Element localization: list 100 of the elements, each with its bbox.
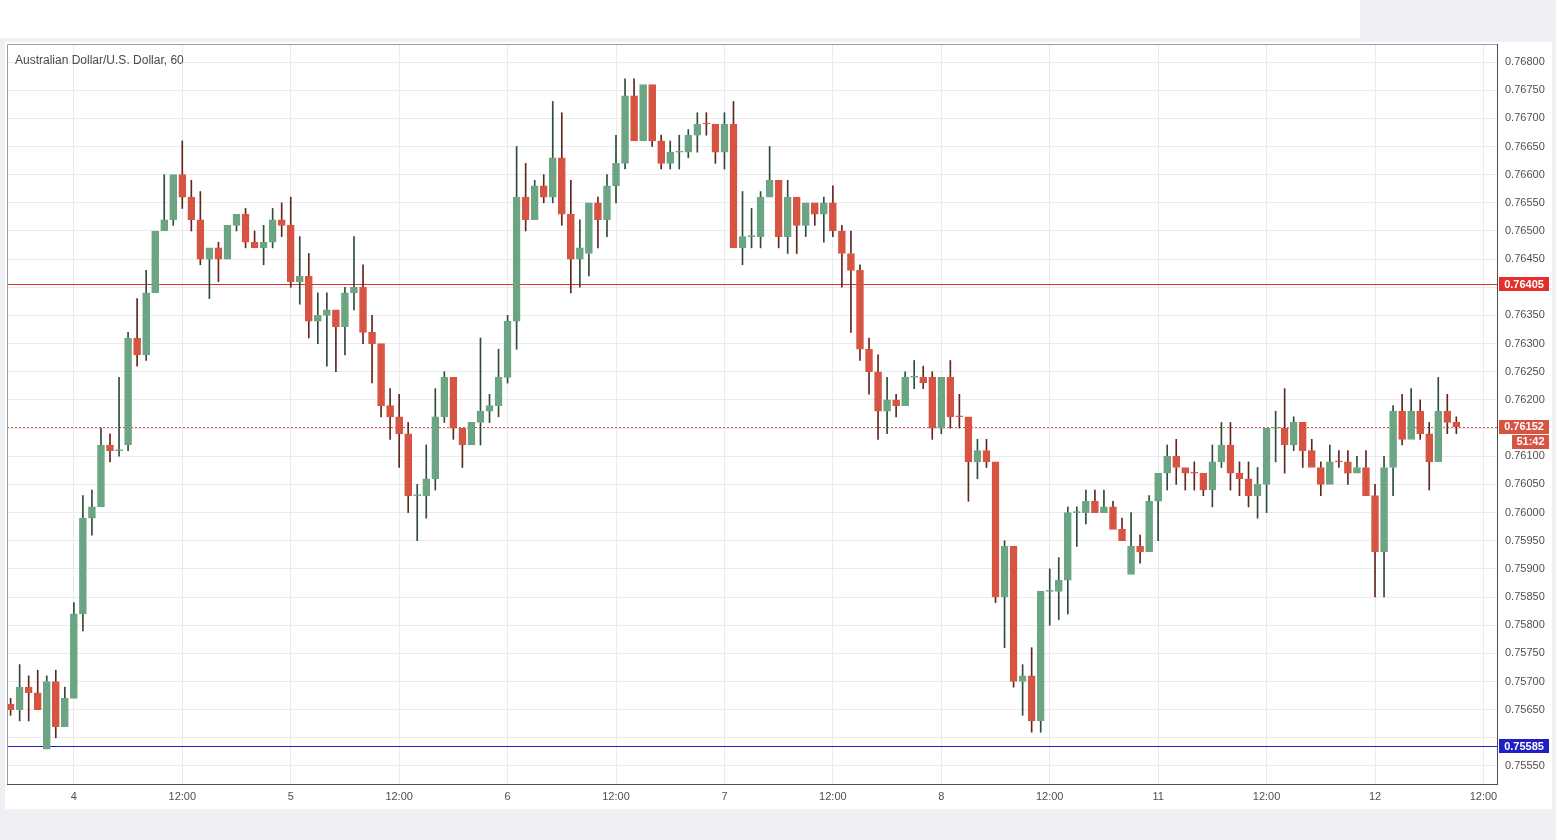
y-tick-label: 0.76500 (1505, 224, 1545, 236)
candlestick (1118, 517, 1126, 542)
y-tick-label: 0.76450 (1505, 252, 1545, 265)
candlestick (42, 675, 51, 750)
candlestick (106, 433, 114, 463)
candlestick (810, 202, 819, 226)
candlestick (901, 371, 909, 406)
candlestick (639, 84, 647, 142)
candlestick (892, 393, 900, 418)
candlestick (277, 202, 286, 237)
y-tick-label: 0.76250 (1505, 364, 1545, 377)
candlestick (1100, 489, 1108, 513)
y-tick-label: 0.76800 (1505, 55, 1545, 68)
y-tick-label: 0.75750 (1505, 646, 1545, 659)
candlestick (883, 377, 891, 435)
candlestick (1054, 557, 1063, 620)
x-tick-label: 4 (70, 789, 77, 802)
candlestick (1434, 377, 1443, 463)
candlestick (1371, 484, 1379, 598)
candlestick (919, 365, 928, 389)
candlestick (585, 202, 593, 277)
candlestick (295, 236, 304, 305)
y-tick-label: 0.75800 (1505, 618, 1545, 631)
candlestick (422, 444, 431, 519)
candlestick (1082, 489, 1090, 525)
y-tick-label: 0.76350 (1505, 308, 1545, 321)
candlestick (666, 140, 675, 170)
y-tick-label: 0.76550 (1505, 195, 1545, 208)
candlestick (1353, 455, 1361, 474)
candlestick (1127, 512, 1135, 575)
x-tick-label: 5 (287, 789, 294, 802)
candlestick (368, 315, 376, 384)
y-tick-label: 0.75700 (1505, 674, 1545, 687)
candlestick (1063, 506, 1072, 615)
y-tick-label: 0.76600 (1505, 167, 1545, 180)
x-tick-label: 12:00 (1035, 789, 1064, 802)
text: 51:42 (1516, 435, 1545, 448)
candlestick (576, 219, 584, 288)
candlestick (70, 602, 78, 699)
candlestick (88, 489, 96, 536)
candlestick (1326, 444, 1334, 485)
text: Australian Dollar/U.S. Dollar, 60 (15, 53, 184, 67)
candlestick (856, 264, 864, 361)
y-tick-label: 0.75900 (1505, 561, 1545, 574)
candlestick (1172, 439, 1181, 485)
y-tick-label: 0.76300 (1505, 336, 1545, 349)
candlestick (33, 669, 42, 710)
candlestick (377, 343, 385, 418)
candlestick (133, 298, 141, 367)
candlestick (603, 174, 611, 237)
x-tick-label: 7 (721, 789, 728, 802)
candlestick (151, 230, 160, 294)
y-tick-label: 0.75950 (1505, 533, 1545, 546)
candlestick (178, 140, 187, 209)
candlestick (350, 236, 358, 311)
candlestick (24, 675, 33, 722)
x-tick-label: 11 (1152, 789, 1164, 802)
candlestick (124, 332, 132, 451)
candlestick (341, 286, 349, 356)
x-tick-label: 8 (938, 789, 945, 802)
candlestick (1181, 467, 1190, 491)
candlestick (1190, 461, 1199, 491)
candlestick (323, 292, 331, 367)
candlestick (1389, 405, 1397, 496)
candlestick (286, 196, 295, 288)
candlestick (1036, 591, 1045, 733)
candlestick (648, 84, 656, 147)
candlestick (160, 174, 169, 232)
candlestick (820, 196, 828, 243)
ref-line-label: 0.76152 (1504, 420, 1544, 433)
candlestick (1145, 495, 1153, 553)
candlestick (1380, 455, 1388, 598)
candlestick (61, 686, 69, 727)
candlestick (548, 101, 557, 204)
candlestick (630, 78, 638, 142)
candlestick (675, 134, 684, 170)
y-tick-label: 0.76700 (1505, 111, 1545, 124)
candlestick (169, 174, 178, 226)
candlestick (621, 78, 629, 170)
candlestick (801, 202, 810, 237)
candlestick (142, 270, 150, 361)
candlestick (1407, 388, 1415, 440)
candlestick (431, 388, 440, 491)
y-tick-label: 0.76050 (1505, 477, 1545, 490)
candlestick (865, 337, 873, 395)
candlestick (1109, 500, 1117, 530)
candlestick (79, 495, 87, 632)
candlestick (1398, 393, 1406, 446)
x-tick-label: 6 (504, 789, 511, 802)
candlestick (594, 196, 602, 249)
x-tick-label: 12:00 (385, 789, 413, 802)
candlestick (783, 179, 792, 254)
candlestick (530, 179, 539, 221)
candlestick (567, 179, 575, 294)
y-tick-label: 0.76100 (1505, 449, 1545, 462)
candlestick (1136, 534, 1144, 564)
candlestick (847, 230, 855, 333)
candlestick (612, 134, 620, 204)
y-tick-label: 0.76650 (1505, 139, 1545, 152)
y-tick-label: 0.75850 (1505, 590, 1545, 603)
